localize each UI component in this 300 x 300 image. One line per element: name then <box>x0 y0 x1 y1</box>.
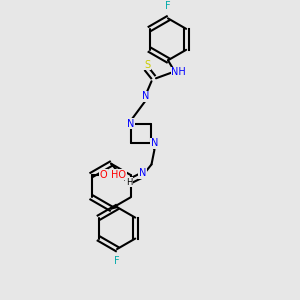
Text: NH: NH <box>171 67 186 77</box>
Text: H: H <box>126 178 132 187</box>
Text: N: N <box>151 138 158 148</box>
Text: O: O <box>100 170 107 180</box>
Text: F: F <box>114 256 120 266</box>
Text: N: N <box>127 119 134 129</box>
Text: N: N <box>139 168 146 178</box>
Text: HO: HO <box>111 170 126 180</box>
Text: N: N <box>142 91 149 101</box>
Text: F: F <box>165 2 171 11</box>
Text: S: S <box>144 60 150 70</box>
